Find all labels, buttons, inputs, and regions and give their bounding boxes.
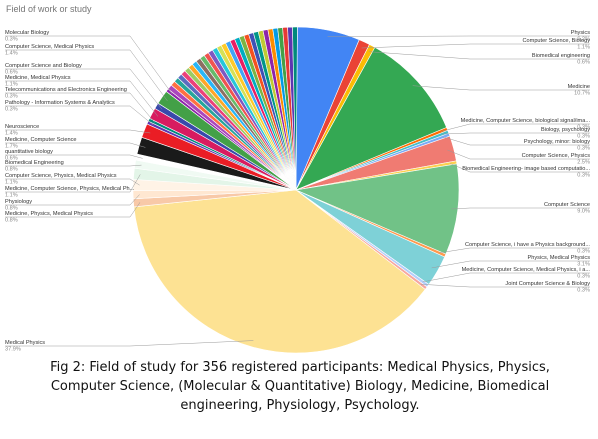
slice-label: Psychology, minor: biology xyxy=(524,139,590,145)
leader-line xyxy=(443,136,590,146)
leader-line xyxy=(5,68,163,110)
slice-label: Computer Science and Biology xyxy=(5,63,82,69)
leader-line xyxy=(439,247,590,254)
slice-label: Computer Science, i have a Physics backg… xyxy=(465,242,590,248)
leader-line xyxy=(431,260,590,269)
slice-percent-label: 0.8% xyxy=(5,218,18,224)
leader-line xyxy=(420,284,590,288)
pie-slice xyxy=(295,46,447,191)
chart-title: Field of work or study xyxy=(6,4,92,14)
slice-label: Medicine xyxy=(568,84,590,90)
leader-line xyxy=(422,272,590,283)
slice-label: quantitative biology xyxy=(5,149,53,155)
leader-line xyxy=(5,202,141,218)
pie-slice xyxy=(294,163,460,255)
slice-percent-label: 1.4% xyxy=(5,131,18,137)
slice-percent-label: 1.1% xyxy=(577,45,590,51)
leader-line xyxy=(361,43,590,49)
slice-percent-label: 0.6% xyxy=(577,60,590,66)
leader-line xyxy=(5,178,140,186)
slice-label: Biomedical Engineering- image based comp… xyxy=(462,166,590,172)
slice-percent-label: 2.5% xyxy=(577,160,590,166)
slice-percent-label: 1.1% xyxy=(5,180,18,186)
slice-label: Pathology - Information Systems & Analyt… xyxy=(5,100,115,106)
leader-line xyxy=(369,51,590,60)
slice-label: Molecular Biology xyxy=(5,30,49,36)
slice-label: Joint Computer Science & Biology xyxy=(505,281,590,287)
slice-label: Physiology xyxy=(5,199,32,205)
slice-percent-label: 1.4% xyxy=(5,51,18,57)
leaders-layer xyxy=(5,35,590,347)
slice-percent-label: 10.7% xyxy=(574,91,590,97)
slice-label: Medicine, Computer Science, Medical Phys… xyxy=(462,267,591,273)
slice-percent-label: 1.1% xyxy=(5,82,18,88)
leader-line xyxy=(5,35,173,95)
slice-label: Medicine, Computer Science, Physics, Med… xyxy=(5,186,135,192)
pie-slice-minor xyxy=(292,26,298,191)
slice-percent-label: 0.6% xyxy=(5,70,18,76)
leader-line xyxy=(5,340,254,347)
slice-percent-label: 0.3% xyxy=(577,125,590,131)
slice-percent-label: 0.3% xyxy=(577,146,590,152)
leader-line xyxy=(5,142,146,148)
slice-percent-label: 1.1% xyxy=(5,193,18,199)
slice-label: Computer Science, Physics xyxy=(522,153,591,159)
slice-percent-label: 1.7% xyxy=(5,144,18,150)
slice-label: Physics, Medical Physics xyxy=(528,255,591,261)
slice-label: Medicine, Computer Science xyxy=(5,137,77,143)
leader-line xyxy=(5,92,155,123)
slice-percent-label: 0.3% xyxy=(5,37,18,43)
slices-layer xyxy=(132,26,460,354)
slice-label: Medicine, Computer Science, biological s… xyxy=(461,118,591,124)
slice-percent-label: 0.8% xyxy=(5,206,18,212)
slice-label: Computer Science xyxy=(544,202,590,208)
slice-label: Medical Physics xyxy=(5,340,45,346)
slice-percent-label: 0.3% xyxy=(577,134,590,140)
slice-label: Biomedical engineering xyxy=(532,53,590,59)
leader-line xyxy=(447,149,590,160)
leader-line xyxy=(5,174,141,193)
slice-percent-label: 3.1% xyxy=(577,262,590,268)
leader-line xyxy=(5,154,143,159)
slice-label: Computer Science, Biology xyxy=(523,38,591,44)
slice-label: Computer Science, Medical Physics xyxy=(5,44,94,50)
slice-label: Telecommunications and Electronics Engin… xyxy=(5,87,127,93)
pie-slice xyxy=(133,189,426,354)
slice-label: Medicine, Medical Physics xyxy=(5,75,71,81)
leader-line xyxy=(5,129,151,134)
slice-label: Neuroscience xyxy=(5,124,39,130)
slice-percent-label: 0.3% xyxy=(5,107,18,113)
slice-percent-label: 0.3% xyxy=(577,173,590,179)
slice-percent-label: 0.6% xyxy=(5,156,18,162)
slice-percent-label: 0.3% xyxy=(577,288,590,294)
slice-percent-label: 6.2% xyxy=(577,37,590,43)
leader-line xyxy=(412,85,590,91)
leader-line xyxy=(5,80,159,117)
leader-line xyxy=(442,132,590,135)
slice-label: Computer Science, Physics, Medical Physi… xyxy=(5,173,117,179)
leader-line xyxy=(5,194,140,206)
slice-percent-label: 0.8% xyxy=(5,167,18,173)
leader-line xyxy=(450,163,590,173)
slice-label: Biology, psychology xyxy=(541,127,590,133)
slice-percent-label: 37.9% xyxy=(5,347,21,353)
slice-percent-label: 9.0% xyxy=(577,209,590,215)
slice-percent-label: 0.3% xyxy=(5,94,18,100)
leader-line xyxy=(5,49,168,102)
leader-line xyxy=(451,207,590,210)
leader-line xyxy=(327,35,590,37)
slice-percent-label: 0.3% xyxy=(577,249,590,255)
leader-line xyxy=(5,105,154,126)
figure-caption: Fig 2: Field of study for 356 registered… xyxy=(50,360,550,413)
slice-label: Medicine, Physics, Medical Physics xyxy=(5,211,93,217)
slice-percent-label: 0.3% xyxy=(577,274,590,280)
slice-label: Biomedical Engineering xyxy=(5,160,64,166)
leader-line xyxy=(5,164,142,167)
slice-label: Physics xyxy=(571,30,590,36)
leader-line xyxy=(441,123,590,132)
